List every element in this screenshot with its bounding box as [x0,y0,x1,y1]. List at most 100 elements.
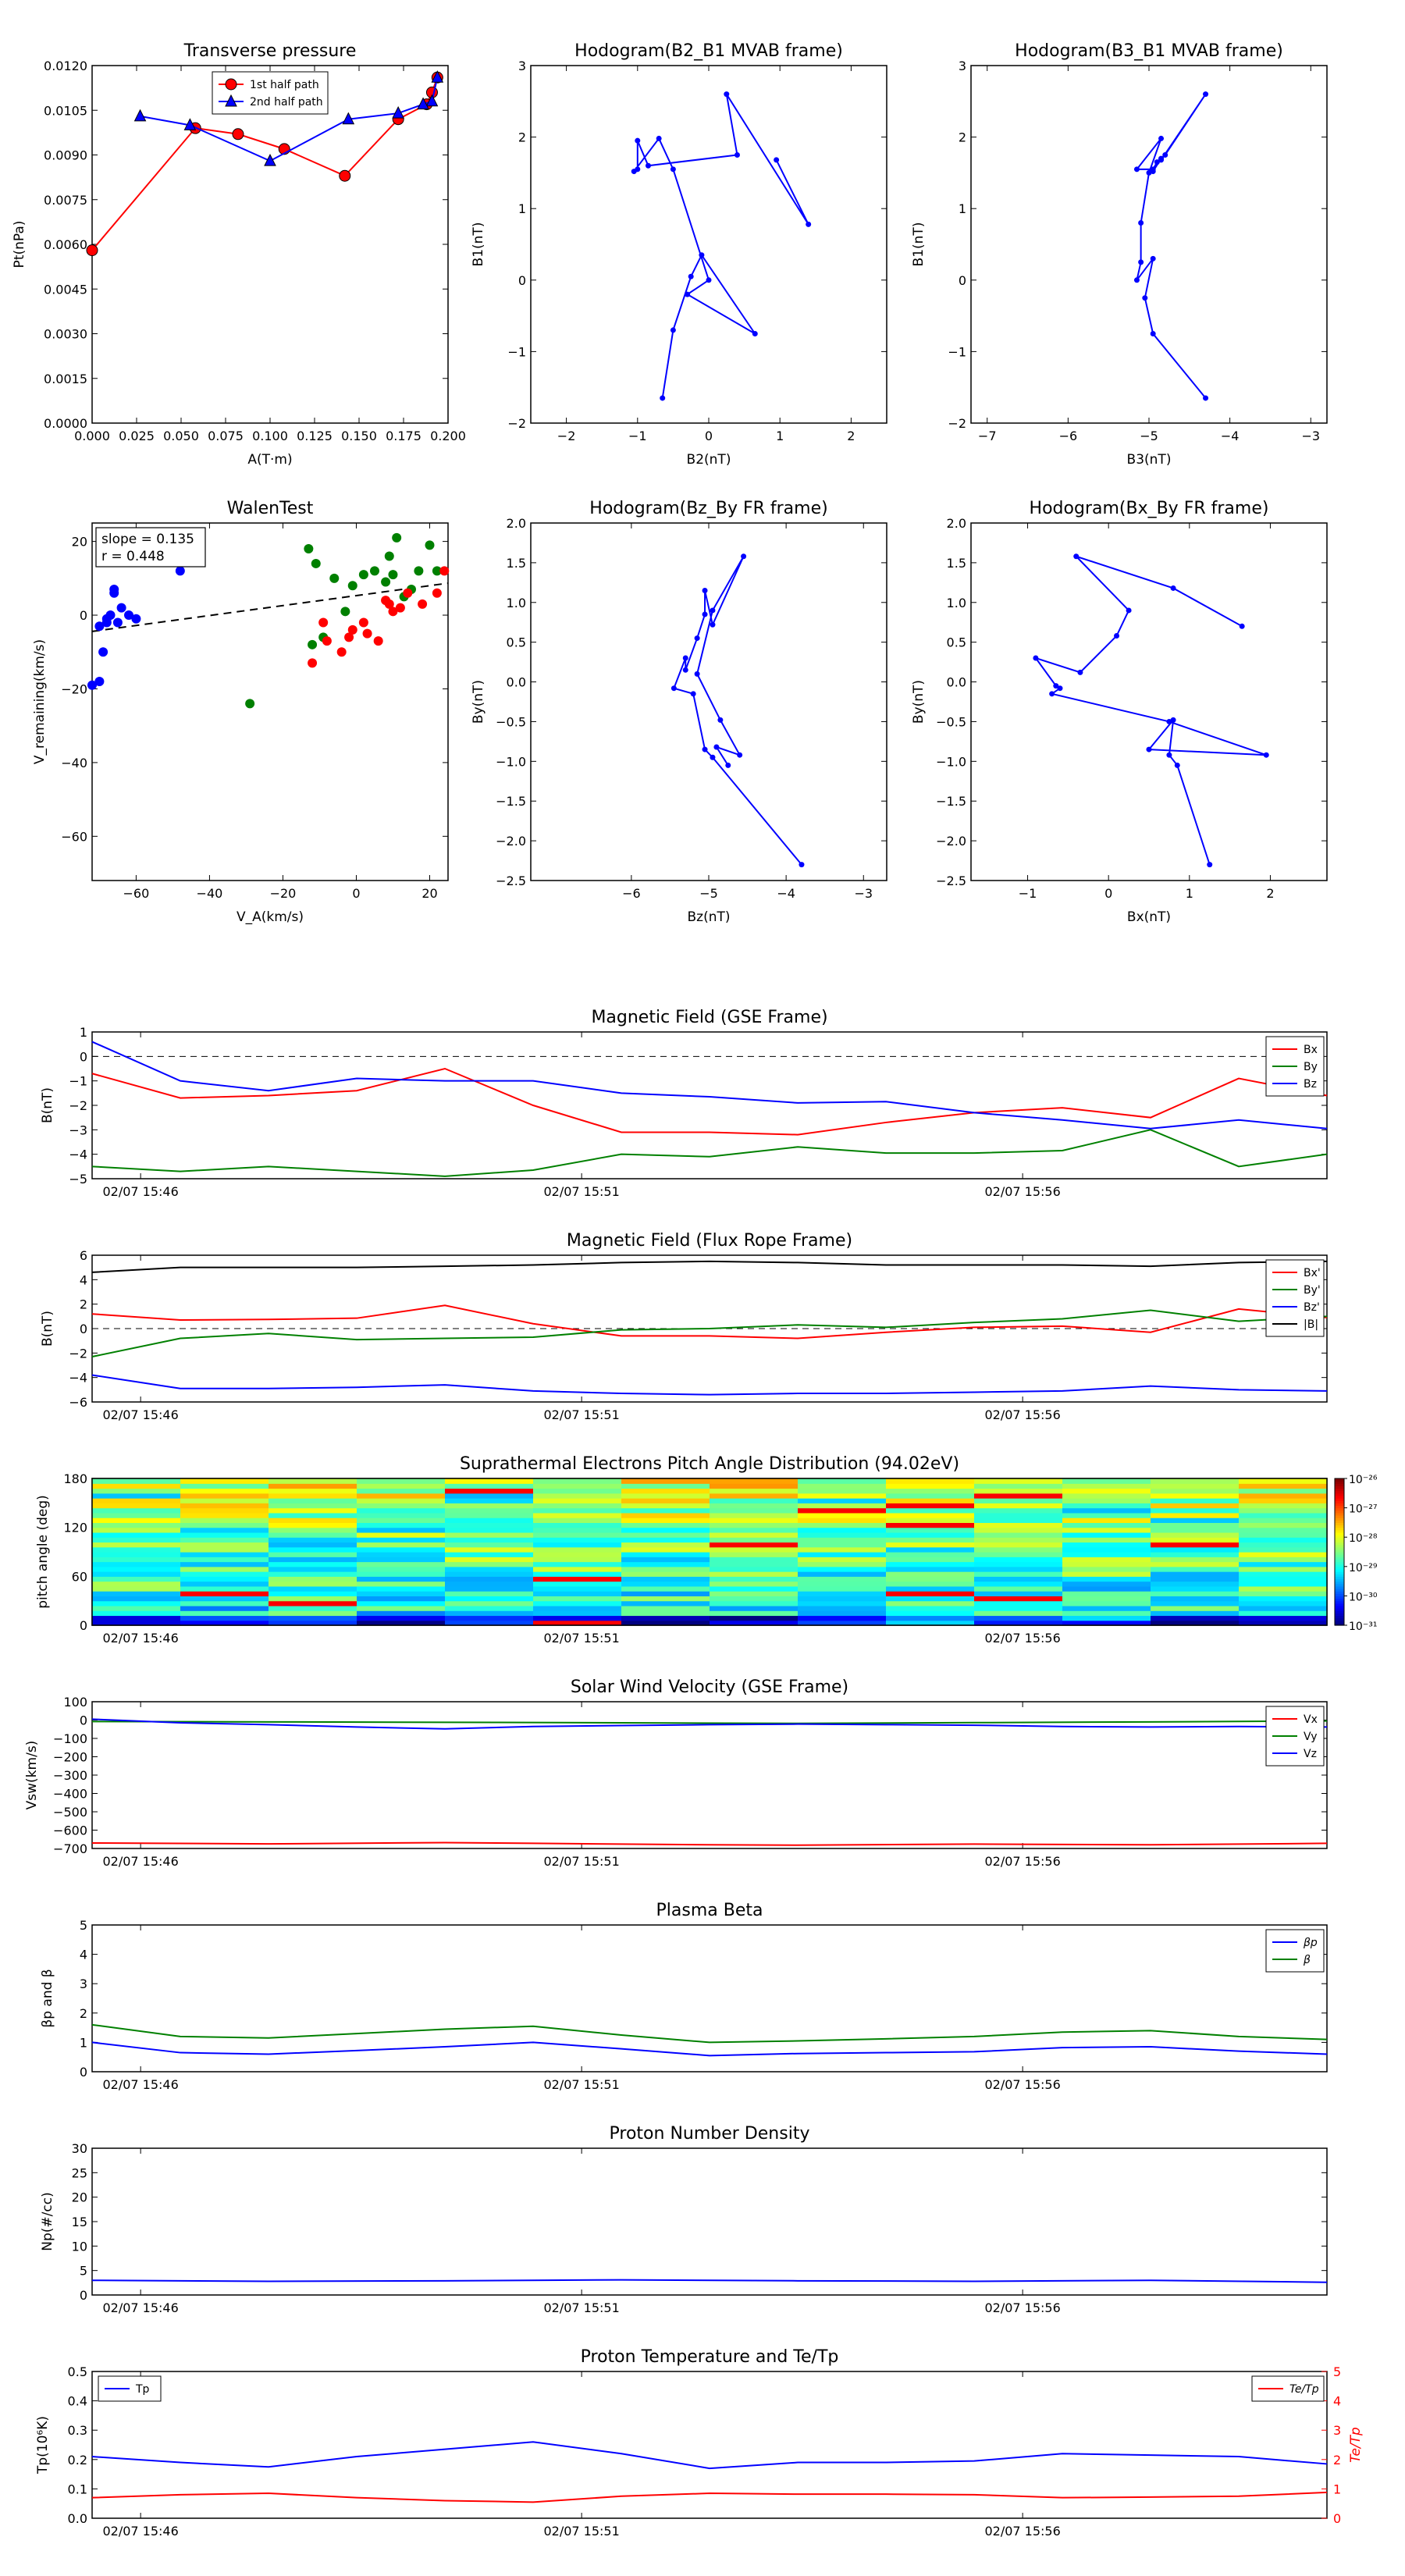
walen-series-0-point [101,614,112,624]
pad-heatmap-cell [621,1478,710,1484]
pad-heatmap-cell [92,1537,181,1543]
pad-colorbar-segment [1335,1505,1344,1509]
pad-heatmap-cell [886,1507,975,1514]
h4-panel: Hodogram(Bx_By FR frame) −1 0 1 2 −2.5 −2.0 −1.… [911,499,1328,925]
tpr-title: Proton Temperature and Te/Tp [581,2347,839,2367]
pad-heatmap-cell [710,1585,799,1592]
h3-xtick-label: −4 [777,886,795,901]
h2-axes-frame [970,65,1328,424]
h3-ytick-label: 1.0 [507,596,526,610]
pad-heatmap-cell [710,1561,799,1567]
np-axes-frame [91,2147,1328,2296]
h4-series-0-point [1146,746,1152,753]
pad-heatmap-cell [357,1610,446,1617]
pad-heatmap-cell [621,1493,710,1499]
h4-ytick-label: 1.5 [947,556,966,571]
np-title: Proton Number Density [610,2124,810,2144]
walen-series-0-point [175,566,185,576]
vsw-xtick-label: 02/07 15:46 [102,1854,178,1869]
pad-heatmap-cell [92,1488,181,1494]
pad-heatmap-cell [621,1512,710,1518]
pad-heatmap-cell [1062,1498,1151,1503]
np-ytick-label: 15 [72,2215,87,2229]
pad-heatmap-cell [710,1517,799,1523]
mf_fr-legend-label: By' [1304,1284,1321,1297]
pad-heatmap-cell [974,1522,1063,1528]
tpr-ytick-right-label: 5 [1333,2364,1341,2379]
pad-heatmap-cell [533,1620,622,1626]
pad-heatmap-cell [533,1478,622,1484]
h4-ytick-label: 1.0 [947,596,966,610]
pad-heatmap-cell [269,1532,357,1538]
pad-heatmap-cell [798,1557,887,1563]
h3-series-0-point [799,862,805,868]
h3-ytick-label: −0.5 [496,714,526,729]
pad-colorbar-segment [1335,1529,1344,1533]
mf_fr-title: Magnetic Field (Flux Rope Frame) [567,1231,852,1251]
pad-heatmap-cell [269,1552,357,1557]
pad-colorbar-segment [1335,1481,1344,1484]
h4-ylabel: By(nT) [911,680,927,724]
pad-heatmap-cell [1062,1571,1151,1577]
h3-series-0-point [670,685,677,692]
pad-heatmap-cell [180,1605,269,1611]
pad-heatmap-cell [1239,1576,1328,1582]
walen-series-2-point [318,617,329,628]
pad-heatmap-cell [1151,1620,1240,1626]
pad-heatmap-cell [1062,1610,1151,1617]
pad-heatmap-cell [92,1557,181,1563]
h1-series-0-point [774,157,780,163]
pad-heatmap-cell [269,1493,357,1499]
h4-series-0-point [1033,655,1039,661]
pad-heatmap-cell [92,1596,181,1602]
mf_gse-series-2-line [91,1041,1328,1130]
h1-series-0-point [724,91,730,98]
h2-series-0-point [1203,91,1209,98]
h3-series-0-point [717,717,724,723]
pad-heatmap-cell [92,1605,181,1611]
pad-heatmap-cell [710,1620,799,1626]
pad-colorbar-segment [1335,1493,1344,1496]
pad-heatmap-cell [1239,1557,1328,1563]
pad-heatmap-cell [710,1571,799,1577]
pad-heatmap-cell [1239,1493,1328,1499]
walen-series-0-point [98,647,108,657]
pad-heatmap-cell [886,1493,975,1499]
beta-xtick-label: 02/07 15:56 [984,2077,1060,2092]
pad-heatmap-cell [710,1512,799,1518]
pad-heatmap-cell [1239,1571,1328,1577]
pad-heatmap-cell [180,1615,269,1621]
pad-heatmap-cell [1239,1522,1328,1528]
pad-heatmap-cell [533,1566,622,1572]
pad-heatmap-cell [357,1620,446,1626]
pad-heatmap-cell [533,1596,622,1602]
pad-heatmap-cell [974,1517,1063,1523]
mf_gse-legend-label: By [1304,1061,1318,1073]
pad-heatmap-cell [269,1503,357,1509]
h2-series-0-point [1150,331,1156,336]
walen-annotation-box [95,527,206,568]
pad-heatmap-cell [533,1522,622,1528]
pad-heatmap-cell [798,1596,887,1602]
pad-heatmap-cell [269,1566,357,1572]
tp-ytick-label: 0.0015 [44,372,87,386]
pad-heatmap-cell [1239,1512,1328,1518]
pad-heatmap-cell [269,1498,357,1503]
walen-series-0-point [87,680,97,690]
h4-series-0-point [1166,752,1172,758]
pad-heatmap-cell [621,1488,710,1494]
pad-heatmap-cell [1151,1493,1240,1499]
pad-heatmap-cell [1151,1600,1240,1606]
pad-colorbar-segment [1335,1539,1344,1543]
mf_fr-xtick-label: 02/07 15:51 [543,1407,619,1422]
tpr-legend-label: Te/Tp [1289,2383,1319,2396]
pad-colorbar-label: 10⁻²⁶ [1349,1474,1378,1486]
mf_fr-ytick-label: 6 [80,1248,87,1263]
pad-heatmap-cell [1062,1600,1151,1606]
pad-heatmap-cell [1151,1581,1240,1587]
pad-heatmap-cell [974,1620,1063,1626]
walen-series-1-point [245,699,255,709]
pad-heatmap-cell [533,1488,622,1494]
vsw-ytick-label: 0 [80,1713,87,1728]
tp-xtick-label: 0.175 [386,429,422,443]
